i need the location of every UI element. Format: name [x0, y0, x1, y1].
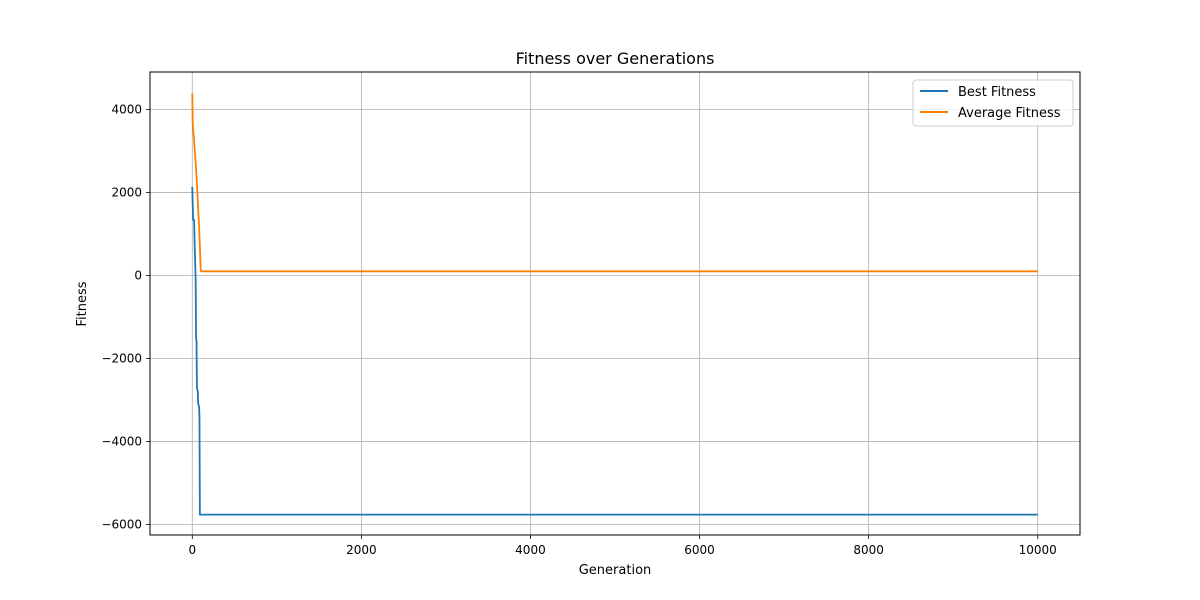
x-axis-ticks: 0 2000 4000 6000 8000 10000	[188, 535, 1057, 557]
series-lines	[191, 93, 1038, 516]
legend: Best Fitness Average Fitness	[912, 79, 1074, 127]
y-tick-label: −4000	[101, 435, 142, 449]
legend-label-best-fitness: Best Fitness	[958, 85, 1036, 100]
x-tick-label: 6000	[684, 543, 715, 557]
series-line-average-fitness	[191, 93, 1038, 273]
x-tick-label: 2000	[346, 543, 377, 557]
y-tick-label: −2000	[101, 352, 142, 366]
x-axis-label: Generation	[579, 563, 652, 578]
y-tick-label: 4000	[111, 102, 142, 116]
chart-title: Fitness over Generations	[516, 49, 715, 68]
x-tick-label: 4000	[515, 543, 546, 557]
x-tick-label: 8000	[853, 543, 884, 557]
x-tick-label: 10000	[1019, 543, 1057, 557]
x-tick-label: 0	[188, 543, 196, 557]
y-tick-label: 0	[134, 268, 142, 282]
legend-label-average-fitness: Average Fitness	[958, 106, 1061, 121]
series-line-best-fitness	[191, 186, 1038, 516]
y-axis-ticks: −6000 −4000 −2000 0 2000 4000	[101, 102, 150, 532]
plot-frame	[149, 71, 1081, 536]
y-tick-label: 2000	[111, 185, 142, 199]
legend-box	[912, 79, 1074, 127]
grid	[150, 72, 1080, 535]
y-tick-label: −6000	[101, 518, 142, 532]
y-axis-label: Fitness	[75, 281, 90, 326]
